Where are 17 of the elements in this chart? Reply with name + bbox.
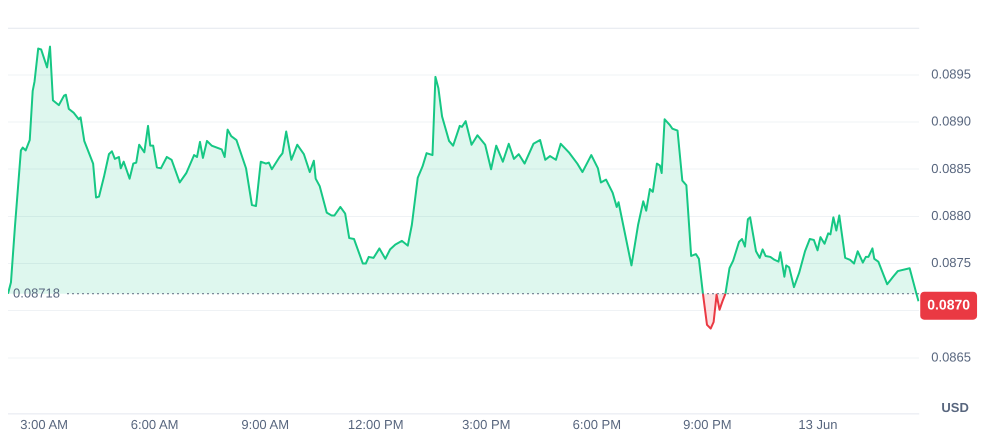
y-tick-label: 0.0880 — [931, 208, 972, 223]
y-tick-label: 0.0890 — [931, 114, 972, 129]
x-tick-label: 12:00 PM — [348, 416, 404, 432]
x-tick-label: 3:00 PM — [462, 416, 510, 432]
x-tick-label: 9:00 AM — [241, 416, 290, 432]
x-tick-label: 6:00 PM — [572, 416, 622, 432]
y-tick-label: 0.0895 — [931, 66, 972, 82]
text: 0.0870 — [927, 296, 970, 313]
ref-line-label: 0.08718 — [13, 285, 60, 300]
y-tick-label: 0.0885 — [931, 160, 972, 176]
y-axis-title: USD — [941, 400, 969, 415]
x-tick-label: 6:00 AM — [130, 416, 179, 432]
x-tick-label: 13 Jun — [798, 416, 838, 432]
x-tick-label: 9:00 PM — [683, 416, 732, 432]
x-tick-label: 3:00 AM — [20, 416, 68, 432]
y-tick-label: 0.0875 — [931, 255, 972, 270]
y-tick-label: 0.0865 — [931, 349, 972, 364]
